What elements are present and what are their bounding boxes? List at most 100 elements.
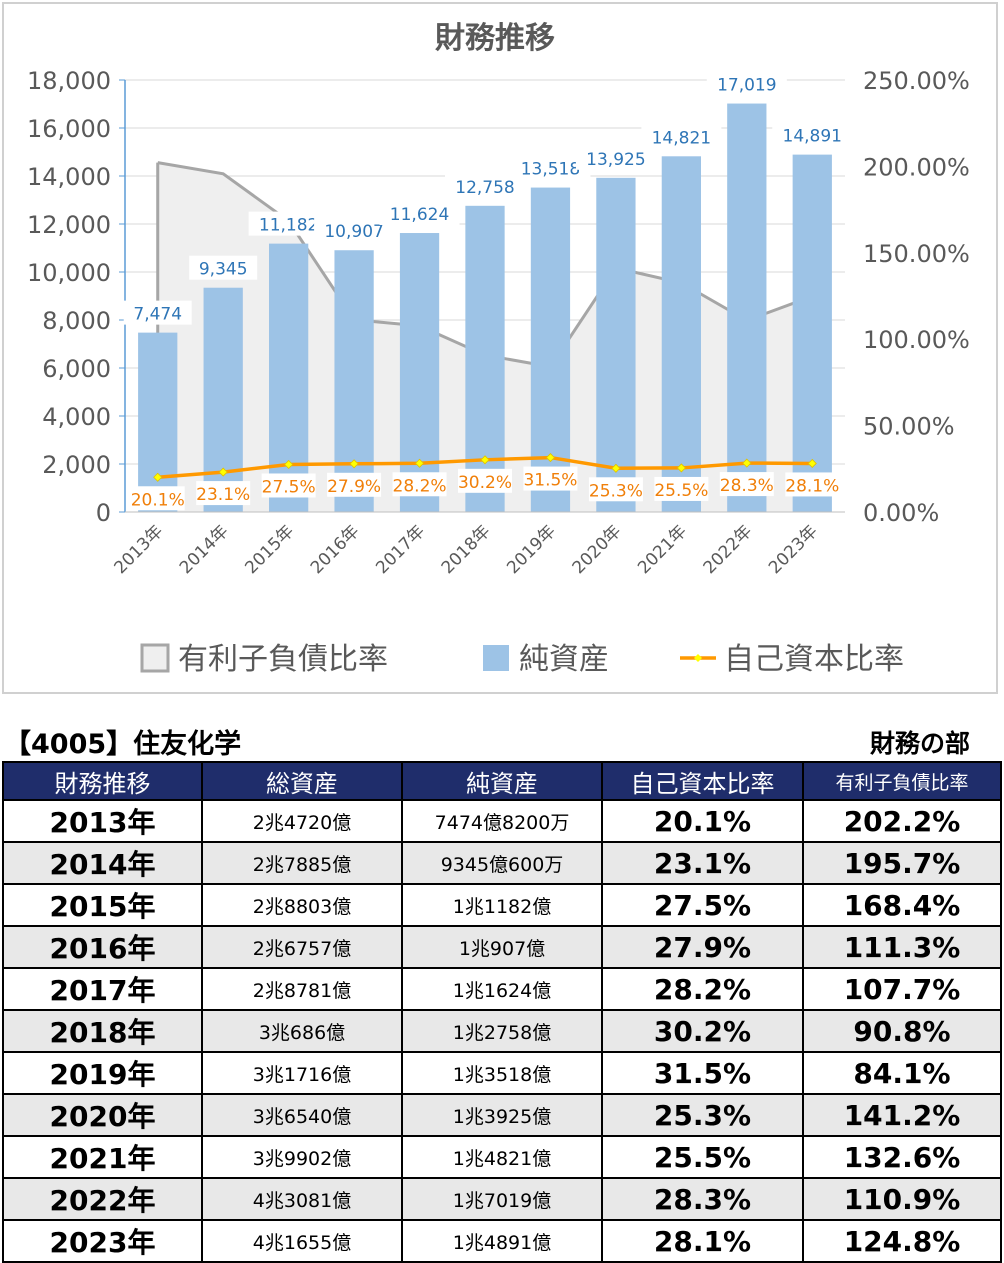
chart-panel: 財務推移 0 2,000 4,000 6,000 8,000 10,000 12,000 14,… <box>2 2 998 694</box>
net-assets-bar <box>269 243 309 512</box>
net-assets-bar <box>334 250 374 512</box>
row-year: 2018年 <box>2 1009 203 1053</box>
financial-chart: 財務推移 0 2,000 4,000 6,000 8,000 10,000 12,000 14,… <box>27 21 970 677</box>
legend-equity-ratio-marker <box>694 654 702 662</box>
row-debt-ratio: 195.7% <box>802 841 1002 885</box>
net-assets-data-label: 14,891 <box>783 127 842 147</box>
equity-ratio-marker <box>545 453 556 463</box>
legend-net-assets-swatch <box>483 645 509 671</box>
table-row: 2021年 3兆9902億 1兆4821億 25.5% 132.6% <box>2 1135 1002 1179</box>
heading-row: 【4005】住友化学 財務の部 <box>4 722 1000 760</box>
table-row: 2016年 2兆6757億 1兆907億 27.9% 111.3% <box>2 925 1002 969</box>
equity-ratio-label-bg <box>130 486 185 511</box>
x-tick-label: 2014年 <box>176 521 233 578</box>
y-left-tick-label: 14,000 <box>27 163 111 191</box>
row-equity-ratio: 28.1% <box>601 1219 804 1263</box>
equity-ratio-label-bg <box>785 472 840 497</box>
net-assets-data-label: 11,182 <box>259 216 318 236</box>
row-equity-ratio: 20.1% <box>601 799 804 843</box>
net-assets-bar <box>465 205 505 513</box>
row-net-assets: 1兆3925億 <box>401 1093 603 1137</box>
equity-ratio-data-label: 30.2% <box>458 473 512 493</box>
x-tick-label: 2018年 <box>438 521 495 578</box>
equity-ratio-label-bg <box>392 472 447 497</box>
table-row: 2023年 4兆1655億 1兆4891億 28.1% 124.8% <box>2 1219 1002 1263</box>
equity-ratio-data-label: 25.3% <box>589 481 643 501</box>
y-left-tick-label: 0 <box>96 499 111 527</box>
net-assets-bar <box>203 287 243 512</box>
net-assets-label-bg <box>123 300 192 325</box>
y-left-tick-label: 16,000 <box>27 115 111 143</box>
equity-ratio-data-label: 28.3% <box>720 476 774 496</box>
net-assets-data-label: 14,821 <box>652 128 711 148</box>
row-net-assets: 1兆7019億 <box>401 1177 603 1221</box>
header-total-assets: 総資産 <box>201 761 403 801</box>
equity-ratio-data-label: 28.2% <box>393 476 447 496</box>
net-assets-bar <box>138 332 178 512</box>
table-row: 2015年 2兆8803億 1兆1182億 27.5% 168.4% <box>2 883 1002 927</box>
y-right-tick-label: 0.00% <box>863 499 939 527</box>
net-assets-data-label: 12,758 <box>455 178 514 198</box>
equity-ratio-marker <box>153 472 163 482</box>
table-row: 2019年 3兆1716億 1兆3518億 31.5% 84.1% <box>2 1051 1002 1095</box>
header-net-assets: 純資産 <box>401 761 603 801</box>
x-tick-label: 2019年 <box>503 521 560 578</box>
row-equity-ratio: 31.5% <box>601 1051 804 1095</box>
table-header-row: 財務推移 総資産 純資産 自己資本比率 有利子負債比率 <box>2 761 1002 801</box>
row-equity-ratio: 28.2% <box>601 967 804 1011</box>
equity-ratio-label-bg <box>719 472 774 497</box>
net-assets-bar <box>792 154 832 512</box>
row-net-assets: 1兆1624億 <box>401 967 603 1011</box>
row-equity-ratio: 23.1% <box>601 841 804 885</box>
net-assets-bar <box>596 177 636 513</box>
row-year: 2016年 <box>2 925 203 969</box>
row-debt-ratio: 110.9% <box>802 1177 1002 1221</box>
row-debt-ratio: 124.8% <box>802 1219 1002 1263</box>
net-assets-data-label: 7,474 <box>133 305 182 325</box>
legend-net-assets-label: 純資産 <box>519 642 609 677</box>
row-debt-ratio: 84.1% <box>802 1051 1002 1095</box>
net-assets-data-label: 9,345 <box>199 260 248 280</box>
equity-ratio-marker <box>284 459 294 470</box>
table-row: 2022年 4兆3081億 1兆7019億 28.3% 110.9% <box>2 1177 1002 1221</box>
row-net-assets: 1兆2758億 <box>401 1009 603 1053</box>
equity-ratio-marker <box>349 459 359 469</box>
x-tick-label: 2020年 <box>569 521 626 578</box>
x-tick-label: 2016年 <box>307 521 364 578</box>
row-equity-ratio: 27.5% <box>601 883 804 927</box>
net-assets-data-label: 10,907 <box>324 222 383 242</box>
header-equity-ratio: 自己資本比率 <box>601 761 804 801</box>
table-row: 2017年 2兆8781億 1兆1624億 28.2% 107.7% <box>2 967 1002 1011</box>
equity-ratio-marker <box>676 463 686 473</box>
row-debt-ratio: 111.3% <box>802 925 1002 969</box>
equity-ratio-label-bg <box>458 468 512 493</box>
row-total-assets: 2兆4720億 <box>201 799 403 843</box>
section-title: 財務の部 <box>869 729 970 758</box>
header-period: 財務推移 <box>2 761 203 801</box>
table-row: 2020年 3兆6540億 1兆3925億 25.3% 141.2% <box>2 1093 1002 1137</box>
net-assets-label-bg <box>189 255 258 280</box>
net-assets-label-bg <box>575 145 656 170</box>
row-year: 2019年 <box>2 1051 203 1095</box>
row-net-assets: 1兆4821億 <box>401 1135 603 1179</box>
row-debt-ratio: 202.2% <box>802 799 1002 843</box>
net-assets-data-label: 13,518 <box>521 160 580 180</box>
x-tick-label: 2017年 <box>372 521 429 578</box>
y-right-tick-label: 150.00% <box>863 240 970 268</box>
row-year: 2017年 <box>2 967 203 1011</box>
row-debt-ratio: 90.8% <box>802 1009 1002 1053</box>
row-year: 2015年 <box>2 883 203 927</box>
net-assets-bar <box>399 233 440 513</box>
net-assets-data-label: 11,624 <box>390 205 449 225</box>
row-equity-ratio: 25.3% <box>601 1093 804 1137</box>
y-left-tick-label: 18,000 <box>27 67 111 95</box>
row-year: 2021年 <box>2 1135 203 1179</box>
row-debt-ratio: 132.6% <box>802 1135 1002 1179</box>
equity-ratio-label-bg <box>327 472 382 497</box>
equity-ratio-data-label: 31.5% <box>523 471 577 491</box>
row-equity-ratio: 27.9% <box>601 925 804 969</box>
legend-equity-ratio-label: 自己資本比率 <box>724 642 904 677</box>
x-tick-label: 2015年 <box>241 521 298 578</box>
equity-ratio-marker <box>807 458 817 469</box>
y-right-tick-label: 50.00% <box>863 413 955 441</box>
